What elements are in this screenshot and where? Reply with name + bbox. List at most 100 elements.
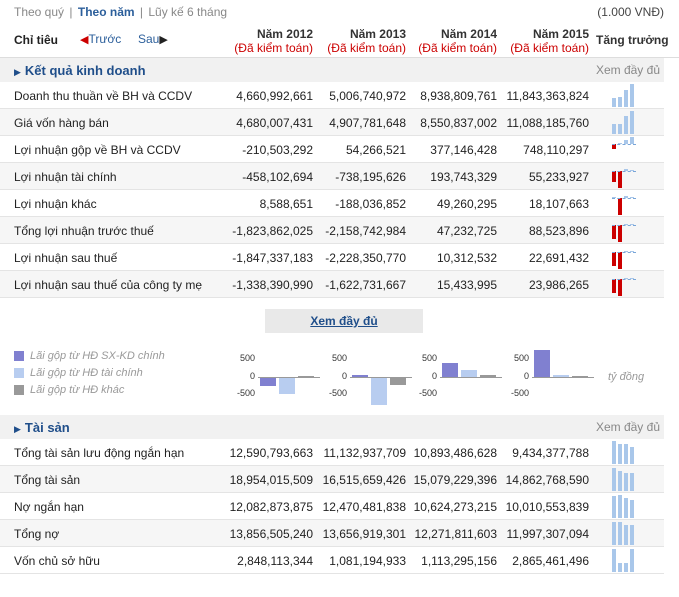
sparkline-bar	[630, 278, 634, 279]
sparkline-bar	[624, 278, 628, 279]
previous-label: Trước	[88, 32, 122, 46]
audit-label: (Đã kiểm toán)	[234, 41, 313, 55]
sparkline-bar	[612, 279, 616, 293]
previous-button[interactable]: ◀Trước	[80, 32, 121, 46]
sparkline-bar	[618, 124, 622, 134]
sparkline-bar	[624, 116, 628, 134]
column-header-2012: Năm 2012 (Đã kiểm toán)	[227, 27, 313, 55]
row-value: -2,228,350,770	[325, 251, 406, 265]
sparkline-bar	[612, 171, 616, 182]
growth-sparkline	[612, 164, 642, 189]
sparkline-bar	[618, 143, 622, 144]
legend-label: Lãi gộp từ HĐ khác	[30, 384, 125, 396]
row-label: Lợi nhuận sau thuế của công ty mẹ	[14, 278, 202, 292]
mini-bar-chart: 500 0 -500	[233, 348, 325, 404]
row-value: 193,743,329	[430, 170, 497, 184]
sparkline-bar	[618, 198, 622, 215]
zero-axis	[440, 377, 502, 378]
mini-bar-chart: 500 0 -500	[325, 348, 417, 405]
sparkline-bar	[618, 563, 622, 572]
row-value: 55,233,927	[528, 170, 589, 184]
sparkline-bar	[624, 140, 628, 144]
sparkline-bar	[612, 468, 616, 491]
row-value: 4,680,007,431	[236, 116, 313, 130]
row-value: 14,862,768,590	[505, 473, 589, 487]
row-value: -1,622,731,667	[325, 278, 406, 292]
row-value: 12,271,811,603	[414, 527, 497, 541]
year-label: Năm 2015	[532, 27, 589, 41]
sparkline-bar	[612, 98, 616, 107]
row-value: 12,082,873,875	[229, 500, 313, 514]
legend-swatch	[14, 368, 24, 378]
table-row: Tổng lợi nhuận trước thuế -1,823,862,025-…	[0, 217, 664, 244]
growth-sparkline	[612, 137, 642, 162]
mini-bar	[553, 375, 569, 377]
sparkline-baseline	[612, 252, 636, 253]
row-value: 18,107,663	[528, 197, 589, 211]
arrow-right-icon: ▶	[159, 34, 168, 46]
row-value: 8,550,837,002	[420, 116, 497, 130]
row-value: 47,232,725	[436, 224, 497, 238]
view-full-link[interactable]: Xem đầy đủ	[595, 420, 660, 434]
row-value: 16,515,659,426	[322, 473, 406, 487]
row-value: -1,823,862,025	[232, 224, 313, 238]
section-title: ▶ Tài sản	[14, 420, 70, 435]
column-header-2015: Năm 2015 (Đã kiểm toán)	[503, 27, 589, 55]
sparkline-bar	[630, 251, 634, 252]
tab-separator: |	[139, 5, 143, 19]
row-label: Nợ ngắn hạn	[14, 500, 84, 514]
row-label: Lợi nhuận khác	[14, 197, 97, 211]
audit-label: (Đã kiểm toán)	[418, 41, 497, 55]
growth-sparkline	[612, 272, 642, 297]
tab-separator: |	[69, 5, 73, 19]
sparkline-bar	[630, 500, 634, 518]
sparkline-bar	[630, 224, 634, 225]
view-full-link[interactable]: Xem đầy đủ	[595, 63, 660, 77]
growth-sparkline	[612, 467, 642, 492]
growth-sparkline	[612, 83, 642, 108]
sparkline-bar	[618, 171, 622, 188]
sparkline-bar	[624, 473, 628, 491]
table-row: Lợi nhuận sau thuế -1,847,337,183 -2,228,3…	[0, 244, 664, 271]
view-full-button[interactable]: Xem đầy đủ	[265, 309, 423, 333]
unit-note: tỷ đồng	[608, 371, 645, 383]
sparkline-bar	[630, 111, 634, 134]
row-value: 11,997,307,094	[506, 527, 589, 541]
table-row: Tổng tài sản 18,954,015,509 16,515,659,426…	[0, 466, 664, 493]
mini-bar-chart: 500 0 -500	[507, 348, 599, 404]
row-value: 11,088,185,760	[506, 116, 589, 130]
row-value: 1,113,295,156	[421, 554, 497, 568]
mini-bar	[480, 375, 496, 377]
tab-6-months[interactable]: Lũy kế 6 tháng	[148, 5, 228, 19]
mini-bar	[461, 370, 477, 377]
view-full-label: Xem đầy đủ	[310, 314, 378, 328]
legend-item: Lãi gộp từ HĐ tài chính	[14, 366, 244, 383]
row-value: 10,010,553,839	[505, 500, 589, 514]
sparkline-bar	[618, 279, 622, 296]
tick-label: 0	[523, 371, 529, 381]
sparkline-bar	[624, 563, 628, 572]
row-value: 9,434,377,788	[512, 446, 589, 460]
growth-sparkline	[612, 494, 642, 519]
section-assets: ▶ Tài sản Xem đầy đủ	[0, 415, 664, 439]
row-value: 8,938,809,761	[420, 89, 497, 103]
tab-yearly[interactable]: Theo năm	[77, 5, 135, 19]
row-value: -738,195,626	[335, 170, 406, 184]
sparkline-bar	[630, 137, 634, 144]
sparkline-baseline	[612, 225, 636, 226]
table-header: Chỉ tiêu ◀Trước Sau▶ Năm 2012 (Đã kiểm to…	[0, 24, 679, 58]
table-row: Doanh thu thuần về BH và CCDV 4,660,992,6…	[0, 82, 664, 109]
section-business-results: ▶ Kết quả kinh doanh Xem đầy đủ	[0, 58, 664, 82]
legend-swatch	[14, 385, 24, 395]
year-label: Năm 2014	[440, 27, 497, 41]
row-value: 2,865,461,496	[512, 554, 589, 568]
legend-item: Lãi gộp từ HĐ SX-KD chính	[14, 349, 244, 366]
audit-label: (Đã kiểm toán)	[510, 41, 589, 55]
sparkline-bar	[618, 444, 622, 464]
table-row: Vốn chủ sở hữu 2,848,113,344 1,081,194,933…	[0, 547, 664, 574]
sparkline-bar	[630, 473, 634, 491]
next-button[interactable]: Sau▶	[138, 32, 168, 46]
tab-quarterly[interactable]: Theo quý	[14, 5, 65, 19]
growth-sparkline	[612, 548, 642, 573]
section-title-text: Kết quả kinh doanh	[24, 63, 146, 78]
